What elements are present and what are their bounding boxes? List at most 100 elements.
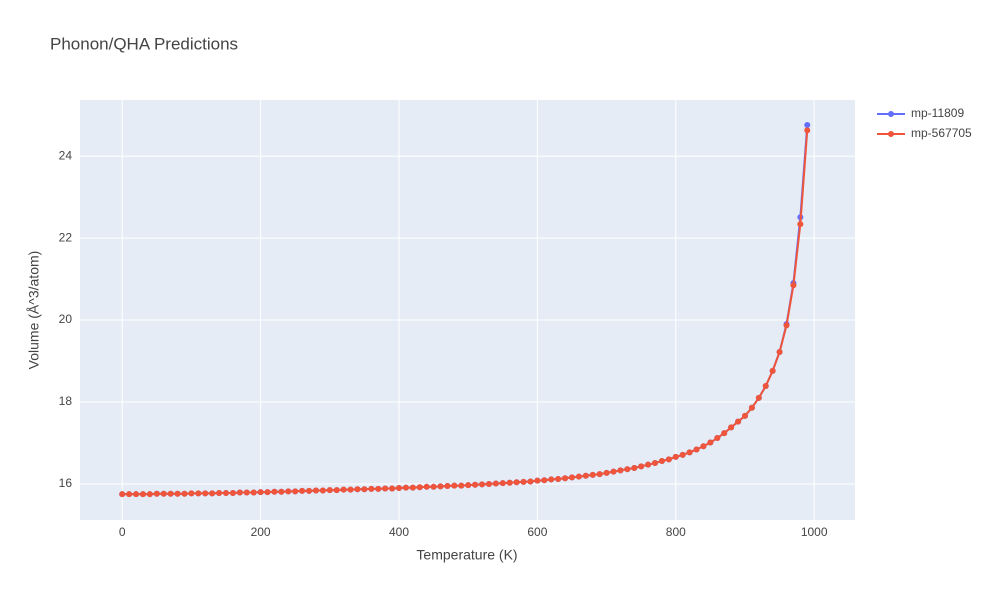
- point: [485, 480, 492, 487]
- point: [278, 488, 285, 495]
- point: [299, 487, 306, 494]
- point: [326, 487, 333, 494]
- point: [319, 487, 326, 494]
- point: [451, 482, 458, 489]
- point: [285, 488, 292, 495]
- point: [236, 489, 243, 496]
- legend-label: mp-567705: [911, 126, 972, 140]
- point: [534, 477, 541, 484]
- point: [444, 482, 451, 489]
- x-tick-label: 0: [119, 525, 126, 539]
- point: [243, 489, 250, 496]
- point: [312, 487, 319, 494]
- point: [126, 491, 133, 498]
- point: [804, 121, 811, 128]
- point: [160, 490, 167, 497]
- y-tick-label: 24: [59, 148, 73, 162]
- point: [354, 486, 361, 493]
- point: [402, 484, 409, 491]
- point: [762, 383, 769, 390]
- point: [340, 486, 347, 493]
- y-axis-label: Volume (Å^3/atom): [26, 251, 42, 370]
- point: [437, 483, 444, 490]
- point: [582, 472, 589, 479]
- point: [617, 467, 624, 474]
- point: [741, 412, 748, 419]
- point: [389, 485, 396, 492]
- point: [333, 487, 340, 494]
- point: [368, 485, 375, 492]
- point: [707, 439, 714, 446]
- point: [209, 490, 216, 497]
- point: [797, 221, 804, 228]
- chart-title: Phonon/QHA Predictions: [50, 34, 238, 53]
- point: [700, 443, 707, 450]
- point: [721, 430, 728, 437]
- point: [520, 478, 527, 485]
- point: [665, 456, 672, 463]
- point: [479, 481, 486, 488]
- point: [783, 322, 790, 329]
- point: [506, 479, 513, 486]
- point: [652, 460, 659, 467]
- point: [458, 482, 465, 489]
- point: [728, 424, 735, 431]
- point: [776, 349, 783, 355]
- point: [153, 490, 160, 497]
- point: [306, 487, 313, 494]
- point: [624, 466, 631, 473]
- point: [499, 480, 506, 487]
- series-line: [122, 130, 809, 496]
- point: [174, 490, 181, 497]
- point: [382, 485, 389, 492]
- point: [555, 476, 562, 483]
- point: [292, 488, 299, 495]
- point: [693, 446, 700, 453]
- point: [672, 453, 679, 460]
- point: [527, 478, 534, 485]
- x-tick-label: 200: [251, 525, 271, 539]
- point: [188, 490, 195, 497]
- point: [714, 435, 721, 442]
- point: [264, 489, 271, 496]
- legend-marker: [888, 131, 894, 137]
- point: [139, 491, 146, 498]
- x-axis-label: Temperature (K): [416, 547, 517, 563]
- point: [146, 491, 153, 498]
- point: [195, 490, 202, 497]
- point: [423, 483, 430, 490]
- point: [686, 449, 693, 456]
- x-tick-label: 800: [666, 525, 686, 539]
- point: [748, 404, 755, 411]
- point: [223, 489, 230, 496]
- point: [229, 489, 236, 496]
- y-tick-label: 22: [59, 230, 73, 244]
- point: [790, 282, 797, 289]
- point: [755, 394, 762, 401]
- point: [638, 463, 645, 470]
- x-tick-label: 400: [389, 525, 409, 539]
- point: [409, 484, 416, 491]
- point: [216, 489, 223, 496]
- point: [631, 464, 638, 471]
- legend-label: mp-11809: [911, 106, 964, 120]
- point: [257, 489, 264, 496]
- point: [575, 473, 582, 480]
- point: [596, 471, 603, 478]
- point: [472, 481, 479, 488]
- point: [541, 477, 548, 484]
- point: [492, 480, 499, 487]
- point: [271, 488, 278, 495]
- point: [430, 483, 437, 490]
- point: [347, 486, 354, 493]
- point: [610, 468, 617, 475]
- y-tick-label: 18: [59, 394, 73, 408]
- point: [375, 485, 382, 492]
- y-tick-label: 20: [59, 312, 73, 326]
- point: [395, 485, 402, 492]
- point: [465, 482, 472, 489]
- point: [562, 475, 569, 482]
- point: [119, 491, 126, 498]
- x-tick-label: 600: [527, 525, 547, 539]
- x-tick-label: 1000: [801, 525, 828, 539]
